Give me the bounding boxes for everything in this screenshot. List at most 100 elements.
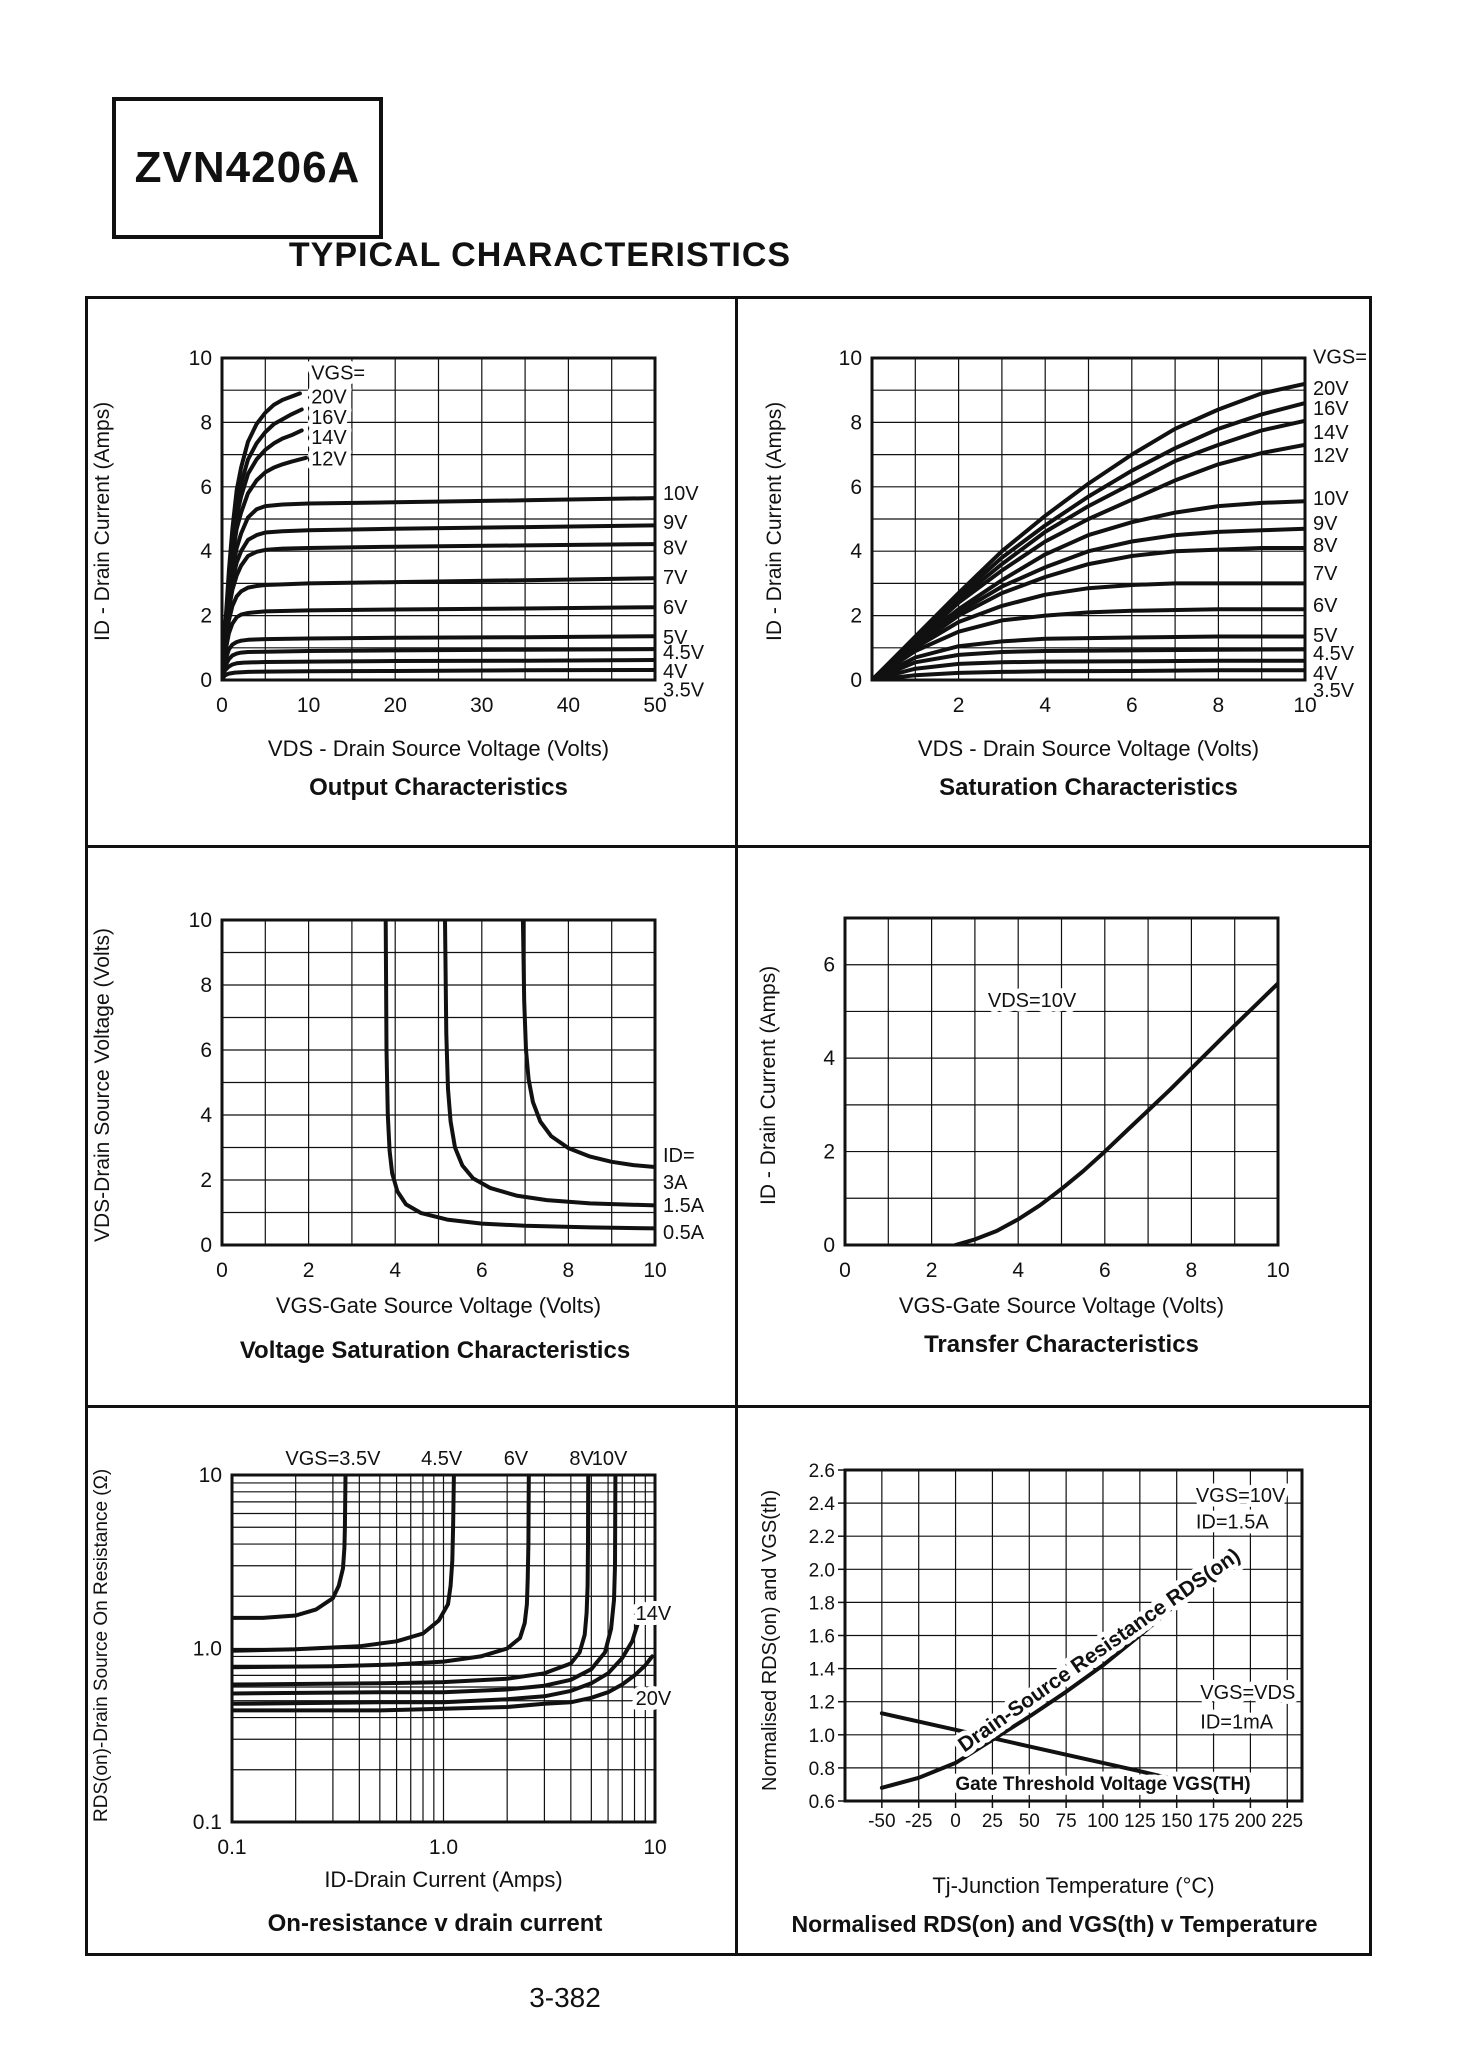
series-label-3A: 3A bbox=[663, 1172, 688, 1194]
part-number: ZVN4206A bbox=[134, 143, 361, 192]
y-tick-label: 8 bbox=[200, 411, 212, 434]
curve-9V bbox=[872, 526, 1305, 680]
y-tick-label: 0.1 bbox=[193, 1811, 222, 1834]
page-title: TYPICAL CHARACTERISTICS bbox=[288, 236, 792, 274]
y-tick-label: 6 bbox=[200, 476, 212, 499]
row-divider-1 bbox=[85, 845, 1372, 848]
series-label-9V: 9V bbox=[663, 512, 688, 534]
y-tick-label: 4 bbox=[200, 540, 212, 563]
plot-frame bbox=[220, 356, 657, 682]
annotation-Gate Threshold Voltage VGS(TH): Gate Threshold Voltage VGS(TH) bbox=[955, 1774, 1250, 1795]
series-label-10V: 10V bbox=[592, 1448, 628, 1470]
x-tick-label: 10 bbox=[643, 1836, 666, 1859]
curve-6V bbox=[872, 607, 1305, 680]
y-tick-label: 0 bbox=[200, 1234, 212, 1257]
curve-3.5V bbox=[232, 1475, 348, 1620]
y-tick-label: 10 bbox=[839, 347, 862, 370]
series-label-7V: 7V bbox=[663, 567, 688, 589]
series-label-0.5A: 0.5A bbox=[663, 1222, 705, 1244]
x-tick-label: 20 bbox=[384, 694, 407, 717]
series-label-4V: 4V bbox=[1313, 663, 1338, 685]
series-label-7V: 7V bbox=[1313, 563, 1338, 585]
series-label-4.5V: 4.5V bbox=[663, 642, 705, 664]
x-tick-label: 75 bbox=[1056, 1811, 1077, 1832]
x-tick-label: 100 bbox=[1087, 1811, 1119, 1832]
part-number-box: ZVN4206A bbox=[112, 97, 383, 239]
series-label-10V: 10V bbox=[663, 483, 699, 505]
curve-5V bbox=[872, 634, 1305, 680]
chart-caption: Saturation Characteristics bbox=[939, 774, 1238, 801]
x-tick-label: 10 bbox=[1293, 694, 1316, 717]
plot-frame bbox=[870, 356, 1307, 682]
series-label-12V: 12V bbox=[1313, 445, 1349, 467]
series-label-6V: 6V bbox=[663, 597, 688, 619]
x-tick-label: 4 bbox=[389, 1259, 401, 1282]
y-tick-label: 10 bbox=[189, 909, 212, 932]
curve-8V bbox=[872, 546, 1305, 680]
series-label-6V: 6V bbox=[504, 1448, 529, 1470]
row-divider-2 bbox=[85, 1405, 1372, 1408]
x-tick-label: 50 bbox=[643, 694, 666, 717]
curve-4V bbox=[222, 658, 655, 680]
curve-4.5V bbox=[872, 647, 1305, 680]
x-tick-label: 150 bbox=[1161, 1811, 1193, 1832]
x-tick-label: 40 bbox=[557, 694, 580, 717]
x-tick-label: 2 bbox=[303, 1259, 315, 1282]
y-tick-label: 1.6 bbox=[809, 1627, 835, 1648]
annotation-16V: 16V bbox=[311, 407, 347, 429]
series-label-4.5V: 4.5V bbox=[1313, 643, 1355, 665]
charts-outer-border bbox=[85, 296, 1372, 1956]
y-tick-label: 0 bbox=[850, 669, 862, 692]
x-tick-label: 4 bbox=[1012, 1259, 1024, 1282]
x-tick-label: 8 bbox=[1186, 1259, 1198, 1282]
annotation-20V: 20V bbox=[311, 387, 347, 409]
series-label-4V: 4V bbox=[663, 661, 688, 683]
x-axis-label: VGS-Gate Source Voltage (Volts) bbox=[275, 1293, 602, 1318]
x-tick-label: 1.0 bbox=[429, 1836, 458, 1859]
x-tick-label: 2 bbox=[926, 1259, 938, 1282]
x-tick-label: 125 bbox=[1124, 1811, 1156, 1832]
transfer-characteristics-plot: 0 2 4 6 8 10 0 2 4 6 VDS=10V bbox=[823, 916, 1290, 1282]
y-tick-label: 4 bbox=[200, 1104, 212, 1127]
annotation-VGS=10V: VGS=10V bbox=[1196, 1485, 1286, 1507]
curve-4V bbox=[872, 658, 1305, 680]
series-label-8V: 8V bbox=[569, 1448, 594, 1470]
x-tick-label: 8 bbox=[1213, 694, 1225, 717]
plot-frame bbox=[220, 918, 657, 1247]
chart-cell-normalised-temperature: Normalised RDS(on) and VGS(th) -50 -25 0 25… bbox=[737, 1405, 1372, 1956]
y-tick-label: 0 bbox=[823, 1234, 835, 1257]
x-tick-label: 10 bbox=[1266, 1259, 1289, 1282]
curve-6V bbox=[232, 1475, 531, 1670]
x-tick-label: 25 bbox=[982, 1811, 1003, 1832]
y-tick-label: 2 bbox=[823, 1141, 835, 1164]
column-divider bbox=[735, 296, 738, 1956]
x-tick-label: 0.1 bbox=[217, 1836, 246, 1859]
chart-cell-on-resistance: RDS(on)-Drain Source On Resistance (Ω) 0… bbox=[85, 1405, 737, 1956]
x-tick-label: 10 bbox=[297, 694, 320, 717]
curve-20V bbox=[232, 1654, 655, 1713]
x-tick-label: 30 bbox=[470, 694, 493, 717]
x-axis-label: VGS-Gate Source Voltage (Volts) bbox=[898, 1293, 1225, 1318]
annotation-ID=1mA: ID=1mA bbox=[1200, 1712, 1273, 1734]
annotation-VGS=VDS: VGS=VDS bbox=[1200, 1682, 1295, 1704]
y-tick-label: 0 bbox=[200, 669, 212, 692]
y-tick-label: 4 bbox=[823, 1047, 835, 1070]
series-label-ID=: ID= bbox=[663, 1145, 695, 1167]
y-tick-label: 2 bbox=[850, 605, 862, 628]
series-group bbox=[953, 981, 1278, 1245]
annotation-ID=1.5A: ID=1.5A bbox=[1196, 1511, 1269, 1533]
chart-cell-voltage-saturation: VDS-Drain Source Voltage (Volts) 0 2 4 6 8 10… bbox=[85, 845, 737, 1405]
y-tick-label: 4 bbox=[850, 540, 862, 563]
curve-VGS(th) bbox=[879, 1711, 1191, 1785]
normalised-temperature-plot: -50 -25 0 25 50 75 100 125 150 175 200 225 0.6 0.8 1.0… bbox=[809, 1461, 1304, 1832]
x-tick-label: 50 bbox=[1019, 1811, 1040, 1832]
x-tick-label: 4 bbox=[1039, 694, 1051, 717]
series-label-14V: 14V bbox=[1313, 422, 1349, 444]
y-tick-label: 6 bbox=[200, 1039, 212, 1062]
curve-14V bbox=[232, 1621, 640, 1706]
x-tick-label: 175 bbox=[1198, 1811, 1230, 1832]
annotation-20V: 20V bbox=[636, 1688, 672, 1710]
chart-cell-saturation-characteristics: ID - Drain Current (Amps) 2 4 6 8 10 0 2 4 6 8 10 V… bbox=[737, 296, 1372, 845]
y-tick-label: 2.6 bbox=[809, 1461, 835, 1482]
